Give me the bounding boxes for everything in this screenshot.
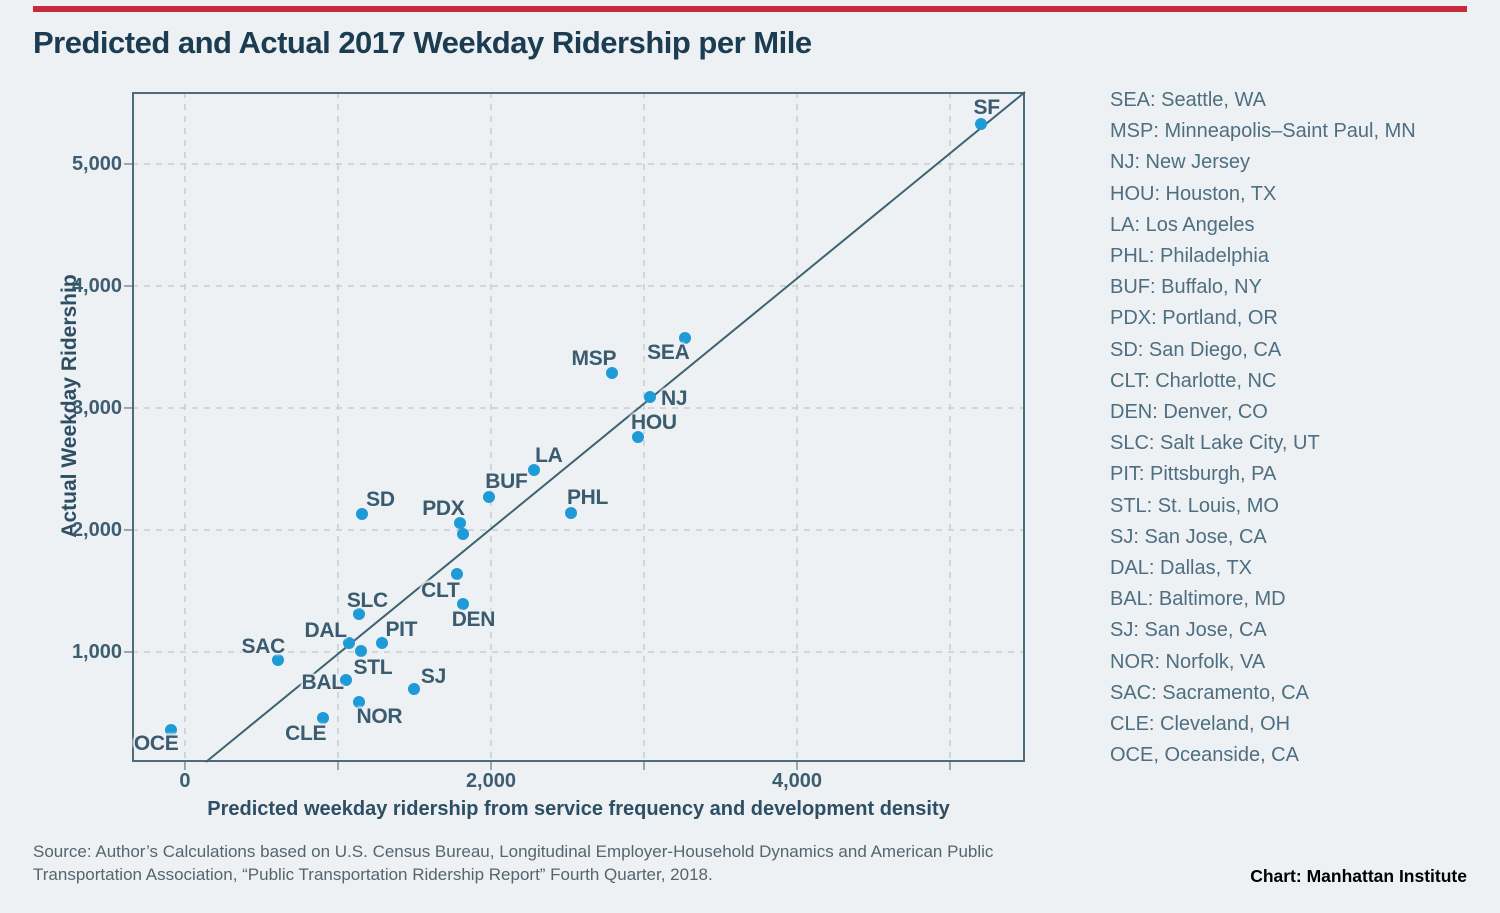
legend-item-9: SD: San Diego, CA [1110, 338, 1282, 361]
point-label-NOR: NOR [356, 704, 403, 728]
point-label-SF: SF [973, 95, 1001, 119]
point-label-SAC: SAC [241, 635, 286, 659]
legend: SEA: Seattle, WA MSP: Minneapolis–Saint P… [1110, 85, 1495, 771]
chart-title: Predicted and Actual 2017 Weekday Riders… [33, 25, 812, 60]
x-tick-label-4000: 4,000 [771, 770, 823, 792]
legend-item-15: SJ: San Jose, CA [1110, 525, 1267, 548]
point-label-PHL: PHL [566, 485, 609, 509]
point-label-BAL: BAL [301, 671, 344, 695]
data-point-OCE [165, 724, 178, 737]
legend-item-22: OCE, Oceanside, CA [1110, 744, 1299, 767]
legend-item-11: DEN: Denver, CO [1110, 401, 1268, 424]
data-point-SJ [408, 682, 421, 695]
point-label-DEN: DEN [451, 608, 496, 632]
chart-attribution: Chart: Manhattan Institute [1250, 866, 1467, 886]
y-tick-label-4000: 4,000 [71, 274, 122, 297]
legend-item-5: LA: Los Angeles [1110, 213, 1255, 236]
source-line-1: Source: Author’s Calculations based on U… [33, 842, 994, 861]
legend-item-20: SAC: Sacramento, CA [1110, 681, 1309, 704]
y-tick-label-3000: 3,000 [71, 396, 122, 419]
data-point-HOU [631, 431, 644, 444]
plot-canvas [124, 91, 1026, 770]
point-label-DAL: DAL [304, 619, 348, 643]
data-point-LA [527, 464, 540, 477]
legend-item-14: STL: St. Louis, MO [1110, 494, 1279, 517]
x-tick-label-2000: 2,000 [465, 770, 516, 792]
plot-area: SF SEA MSP NJ HOU LA BUF PHL SD PDX CLT DEN SLC PIT DA… [124, 91, 1026, 770]
data-point-BUF [483, 491, 496, 504]
source-note: Source: Author’s Calculations based on U… [33, 841, 993, 886]
legend-item-18: SJ: San Jose, CA [1110, 619, 1267, 642]
data-point-BAL [339, 674, 352, 687]
y-tick-label-5000: 5,000 [71, 152, 122, 175]
legend-item-17: BAL: Baltimore, MD [1110, 588, 1286, 611]
point-label-SEA: SEA [647, 341, 690, 365]
data-point-STL [354, 644, 367, 657]
point-label-MSP: MSP [571, 346, 617, 370]
legend-item-3: NJ: New Jersey [1110, 151, 1251, 174]
y-tick-label-2000: 2,000 [71, 518, 122, 541]
point-label-SJ: SJ [420, 664, 446, 688]
data-point-unlabeled [457, 527, 470, 540]
data-point-SLC [353, 608, 366, 621]
data-point-PHL [564, 506, 577, 519]
point-label-NJ: NJ [660, 386, 688, 410]
identity-reference-line [205, 91, 1026, 763]
x-axis-tick-labels: 0 2,000 4,000 [132, 770, 1025, 794]
plot-frame [132, 92, 1025, 762]
point-label-CLT: CLT [421, 578, 460, 602]
legend-item-21: CLE: Cleveland, OH [1110, 713, 1291, 736]
point-label-BUF: BUF [485, 470, 528, 494]
data-point-MSP [605, 366, 618, 379]
data-point-SD [356, 508, 369, 521]
data-point-CLE [316, 711, 329, 724]
data-point-NOR [353, 695, 366, 708]
legend-item-6: PHL: Philadelphia [1110, 245, 1269, 268]
point-label-SLC: SLC [346, 589, 388, 613]
point-label-STL: STL [353, 655, 393, 679]
y-tick-label-1000: 1,000 [71, 640, 122, 663]
point-label-PIT: PIT [385, 618, 418, 642]
point-label-CLE: CLE [285, 721, 327, 745]
x-axis-title: Predicted weekday ridership from service… [207, 798, 950, 820]
data-point-SAC [272, 654, 285, 667]
point-label-OCE: OCE [133, 732, 179, 756]
data-point-SEA [679, 332, 692, 345]
legend-item-4: HOU: Houston, TX [1110, 182, 1277, 205]
legend-item-7: BUF: Buffalo, NY [1110, 276, 1262, 299]
data-point-PDX [454, 516, 467, 529]
source-line-2: Transportation Association, “Public Tran… [33, 864, 713, 884]
brand-accent-bar [33, 6, 1467, 12]
point-label-PDX: PDX [422, 496, 465, 520]
point-label-SD: SD [366, 488, 395, 512]
data-point-PIT [376, 637, 389, 650]
data-point-SF [974, 117, 987, 130]
legend-item-19: NOR: Norfolk, VA [1110, 650, 1266, 673]
legend-item-12: SLC: Salt Lake City, UT [1110, 432, 1320, 455]
legend-item-2: MSP: Minneapolis–Saint Paul, MN [1110, 120, 1416, 143]
data-point-CLT [451, 567, 464, 580]
point-label-HOU: HOU [630, 411, 677, 435]
data-point-DEN [457, 598, 470, 611]
legend-item-10: CLT: Charlotte, NC [1110, 369, 1277, 392]
x-tick-label-0: 0 [179, 770, 191, 792]
point-label-LA: LA [535, 444, 563, 468]
legend-item-16: DAL: Dallas, TX [1110, 557, 1252, 580]
legend-item-1: SEA: Seattle, WA [1110, 89, 1266, 111]
data-point-DAL [342, 637, 355, 650]
data-point-NJ [644, 390, 657, 403]
legend-item-8: PDX: Portland, OR [1110, 307, 1278, 330]
legend-item-13: PIT: Pittsburgh, PA [1110, 463, 1277, 486]
